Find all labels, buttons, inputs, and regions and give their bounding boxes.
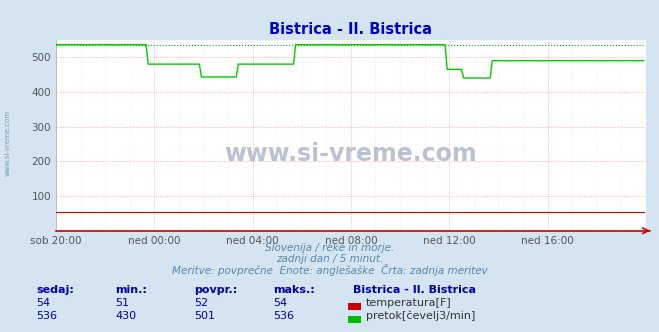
Text: 536: 536 [36, 311, 57, 321]
Text: 52: 52 [194, 298, 208, 308]
Text: sedaj:: sedaj: [36, 285, 74, 295]
Text: zadnji dan / 5 minut.: zadnji dan / 5 minut. [276, 254, 383, 264]
Text: 430: 430 [115, 311, 136, 321]
Text: Bistrica - Il. Bistrica: Bistrica - Il. Bistrica [353, 285, 476, 295]
Text: povpr.:: povpr.: [194, 285, 238, 295]
Text: 54: 54 [273, 298, 287, 308]
Text: temperatura[F]: temperatura[F] [366, 298, 451, 308]
Text: www.si-vreme.com: www.si-vreme.com [5, 110, 11, 176]
Text: 51: 51 [115, 298, 129, 308]
Title: Bistrica - Il. Bistrica: Bistrica - Il. Bistrica [270, 22, 432, 37]
Text: Slovenija / reke in morje.: Slovenija / reke in morje. [265, 243, 394, 253]
Text: min.:: min.: [115, 285, 147, 295]
Text: maks.:: maks.: [273, 285, 315, 295]
Text: Meritve: povprečne  Enote: anglešaške  Črta: zadnja meritev: Meritve: povprečne Enote: anglešaške Črt… [171, 264, 488, 276]
Text: 54: 54 [36, 298, 50, 308]
Text: pretok[čevelj3/min]: pretok[čevelj3/min] [366, 310, 475, 321]
Text: 536: 536 [273, 311, 295, 321]
Text: www.si-vreme.com: www.si-vreme.com [225, 142, 477, 166]
Text: 501: 501 [194, 311, 215, 321]
